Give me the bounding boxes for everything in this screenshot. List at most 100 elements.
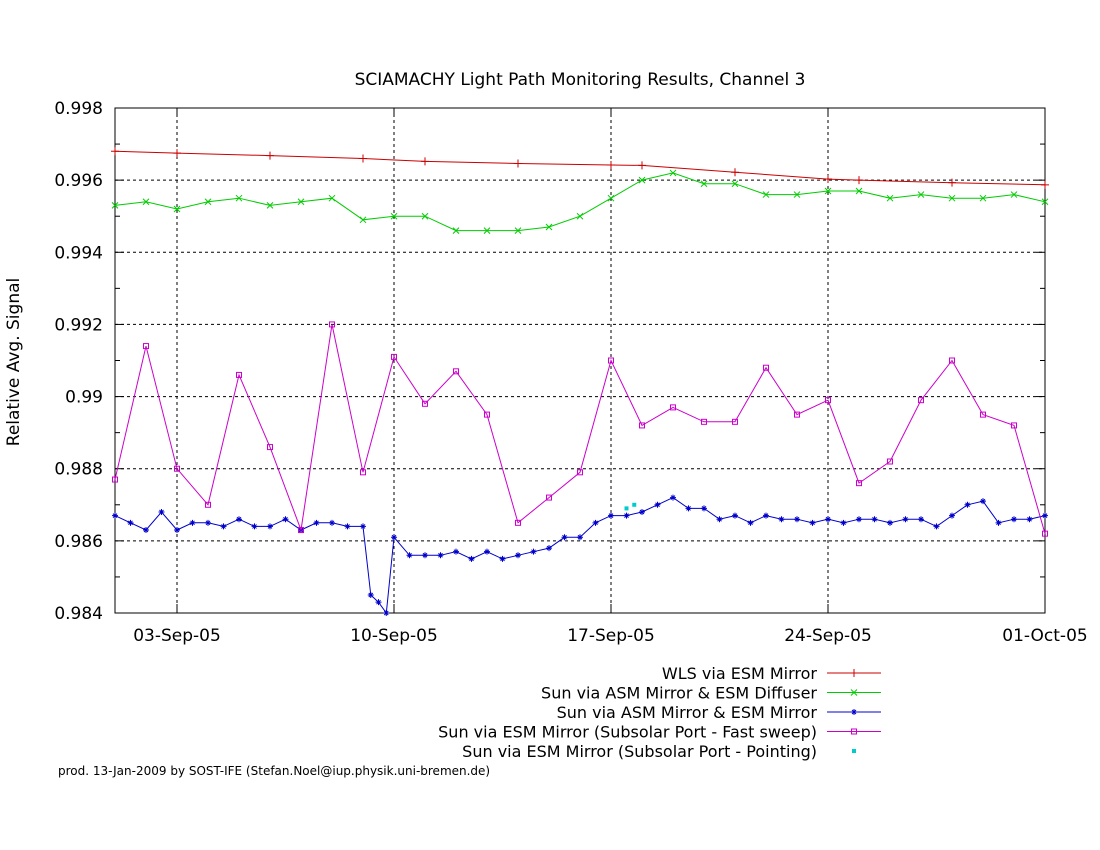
legend-marker bbox=[850, 689, 858, 696]
legend-marker bbox=[852, 749, 856, 753]
footer-credit: prod. 13-Jan-2009 by SOST-IFE (Stefan.No… bbox=[58, 764, 491, 778]
data-point bbox=[685, 505, 692, 512]
data-point bbox=[1026, 516, 1033, 523]
data-point bbox=[545, 223, 553, 231]
data-point bbox=[313, 519, 320, 526]
series-2 bbox=[111, 169, 1049, 234]
data-point bbox=[856, 480, 862, 487]
legend-label: Sun via ESM Mirror (Subsolar Port - Fast… bbox=[438, 723, 817, 742]
data-point bbox=[359, 154, 367, 163]
data-point bbox=[778, 516, 785, 523]
series-5 bbox=[624, 502, 637, 511]
data-point bbox=[654, 501, 661, 508]
data-point bbox=[406, 552, 413, 559]
data-point bbox=[111, 147, 119, 156]
data-point bbox=[515, 552, 521, 559]
axes: 0.984 0.986 0.988 0.99 0.992 0.994 0.996 0.998 0… bbox=[54, 99, 1087, 646]
data-point bbox=[205, 519, 211, 526]
chart-title: SCIAMACHY Light Path Monitoring Results,… bbox=[355, 70, 806, 90]
data-point bbox=[421, 157, 429, 166]
data-point bbox=[189, 519, 196, 526]
data-point bbox=[592, 519, 599, 526]
legend-label: WLS via ESM Mirror bbox=[662, 664, 818, 683]
y-tick-label: 0.99 bbox=[65, 388, 103, 408]
data-point bbox=[669, 169, 677, 177]
data-point bbox=[204, 198, 212, 206]
x-tick-label: 10-Sep-05 bbox=[350, 626, 438, 646]
data-point bbox=[328, 194, 336, 202]
data-point bbox=[422, 552, 428, 559]
data-point bbox=[949, 512, 955, 519]
x-tick-label: 17-Sep-05 bbox=[567, 626, 655, 646]
data-point bbox=[329, 321, 335, 328]
data-point bbox=[732, 418, 738, 425]
y-axis-label: Relative Avg. Signal bbox=[4, 278, 24, 446]
data-point bbox=[359, 216, 367, 224]
series-line bbox=[114, 497, 1046, 615]
data-point bbox=[514, 227, 522, 234]
legend-entry: Sun via ASM Mirror & ESM Diffuser bbox=[541, 684, 881, 703]
data-point bbox=[638, 161, 646, 170]
legend-label: Sun via ESM Mirror (Subsolar Port - Poin… bbox=[462, 742, 817, 761]
data-point bbox=[731, 168, 739, 177]
data-point bbox=[700, 180, 708, 188]
x-tick-label: 24-Sep-05 bbox=[784, 626, 872, 646]
data-point bbox=[1042, 512, 1048, 519]
data-point bbox=[887, 519, 893, 526]
data-point bbox=[825, 516, 831, 523]
data-point bbox=[639, 509, 645, 515]
data-point bbox=[561, 534, 568, 541]
grid-lines bbox=[115, 108, 1045, 613]
data-point bbox=[112, 512, 118, 519]
data-point bbox=[367, 591, 374, 598]
data-point bbox=[266, 151, 274, 160]
data-point bbox=[902, 516, 909, 523]
data-point bbox=[282, 516, 289, 523]
data-point bbox=[173, 149, 181, 158]
data-point bbox=[716, 516, 723, 523]
data-point bbox=[825, 397, 831, 404]
data-point bbox=[794, 411, 800, 418]
data-point bbox=[1042, 530, 1048, 537]
data-point bbox=[856, 516, 862, 523]
data-point bbox=[235, 194, 243, 202]
data-point bbox=[375, 599, 382, 606]
data-point bbox=[933, 523, 940, 530]
data-point bbox=[886, 194, 894, 202]
legend-label: Sun via ASM Mirror & ESM Diffuser bbox=[541, 684, 817, 703]
data-point bbox=[236, 516, 242, 523]
data-point bbox=[948, 194, 956, 202]
data-point bbox=[391, 534, 397, 541]
data-point bbox=[111, 202, 119, 209]
legend-marker bbox=[851, 709, 857, 715]
data-point bbox=[297, 198, 305, 206]
data-point bbox=[142, 198, 150, 206]
data-point bbox=[948, 178, 956, 187]
data-point bbox=[173, 205, 181, 213]
data-point bbox=[887, 458, 893, 465]
data-point bbox=[484, 411, 490, 418]
data-point bbox=[980, 411, 986, 418]
data-point bbox=[422, 400, 428, 407]
y-tick-label: 0.986 bbox=[54, 532, 103, 552]
data-point bbox=[763, 364, 769, 371]
data-point bbox=[670, 494, 676, 501]
data-point bbox=[174, 527, 180, 534]
plot-series bbox=[111, 147, 1049, 616]
data-point bbox=[979, 194, 987, 202]
data-point bbox=[267, 523, 273, 530]
x-tick-label: 03-Sep-05 bbox=[133, 626, 221, 646]
data-point bbox=[143, 527, 149, 534]
data-point bbox=[112, 476, 118, 483]
data-point bbox=[918, 397, 924, 404]
data-point bbox=[421, 212, 429, 220]
data-point bbox=[546, 494, 552, 501]
data-point bbox=[747, 519, 754, 526]
data-point bbox=[793, 191, 801, 198]
legend-entry: WLS via ESM Mirror bbox=[662, 664, 881, 683]
data-point bbox=[514, 159, 522, 168]
series-line bbox=[114, 324, 1046, 534]
data-point bbox=[174, 465, 180, 472]
data-point bbox=[452, 227, 460, 234]
data-point bbox=[855, 187, 863, 195]
